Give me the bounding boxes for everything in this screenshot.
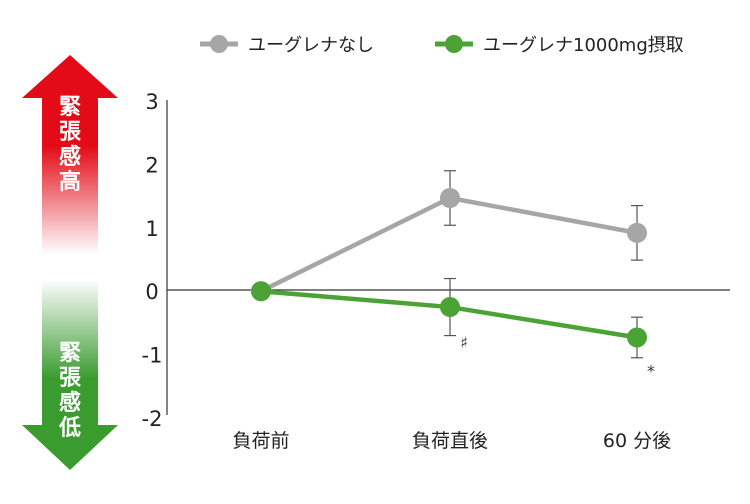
y-tick-label: 3: [145, 90, 158, 114]
arrow-bottom-label: 緊張感低: [58, 341, 82, 441]
significance-mark: ♯: [460, 333, 468, 352]
y-tick-label: -1: [142, 344, 163, 368]
data-point: [440, 297, 460, 318]
legend-marker: [210, 35, 228, 53]
data-point: [627, 327, 647, 348]
legend-entry: ユーグレナ1000mg摂取: [435, 35, 684, 56]
axes: [166, 100, 730, 415]
significance-mark: *: [647, 361, 655, 380]
tension-arrow: 緊張感高 緊張感低: [22, 55, 118, 470]
legend-label: ユーグレナなし: [248, 35, 374, 56]
legend-marker: [445, 35, 463, 53]
annotations: ♯*: [460, 333, 655, 381]
x-tick-label: 60 分後: [603, 430, 671, 452]
series-line: [260, 195, 638, 294]
series-layer: [251, 170, 647, 359]
series-group: [251, 170, 647, 302]
y-tick-label: 0: [145, 280, 158, 304]
legend-entry: ユーグレナなし: [200, 35, 374, 56]
tension-arrow-shape: [22, 55, 118, 470]
y-tick-label: 1: [145, 217, 158, 241]
x-tick-label: 負荷直後: [412, 430, 488, 452]
legend-label: ユーグレナ1000mg摂取: [483, 35, 684, 56]
x-tick-label: 負荷前: [232, 430, 289, 452]
y-tick-label: 2: [145, 153, 158, 177]
data-point: [440, 188, 460, 209]
legend: ユーグレナなし ユーグレナ1000mg摂取: [200, 35, 684, 56]
y-tick-label: -2: [142, 407, 163, 431]
data-point: [251, 281, 271, 302]
x-tick-labels: 負荷前 負荷直後 60 分後: [232, 430, 671, 452]
arrow-top-label: 緊張感高: [59, 95, 82, 195]
data-point: [627, 222, 647, 243]
series-group: [251, 277, 647, 359]
y-tick-labels: -2 -1 0 1 2 3: [142, 90, 163, 431]
